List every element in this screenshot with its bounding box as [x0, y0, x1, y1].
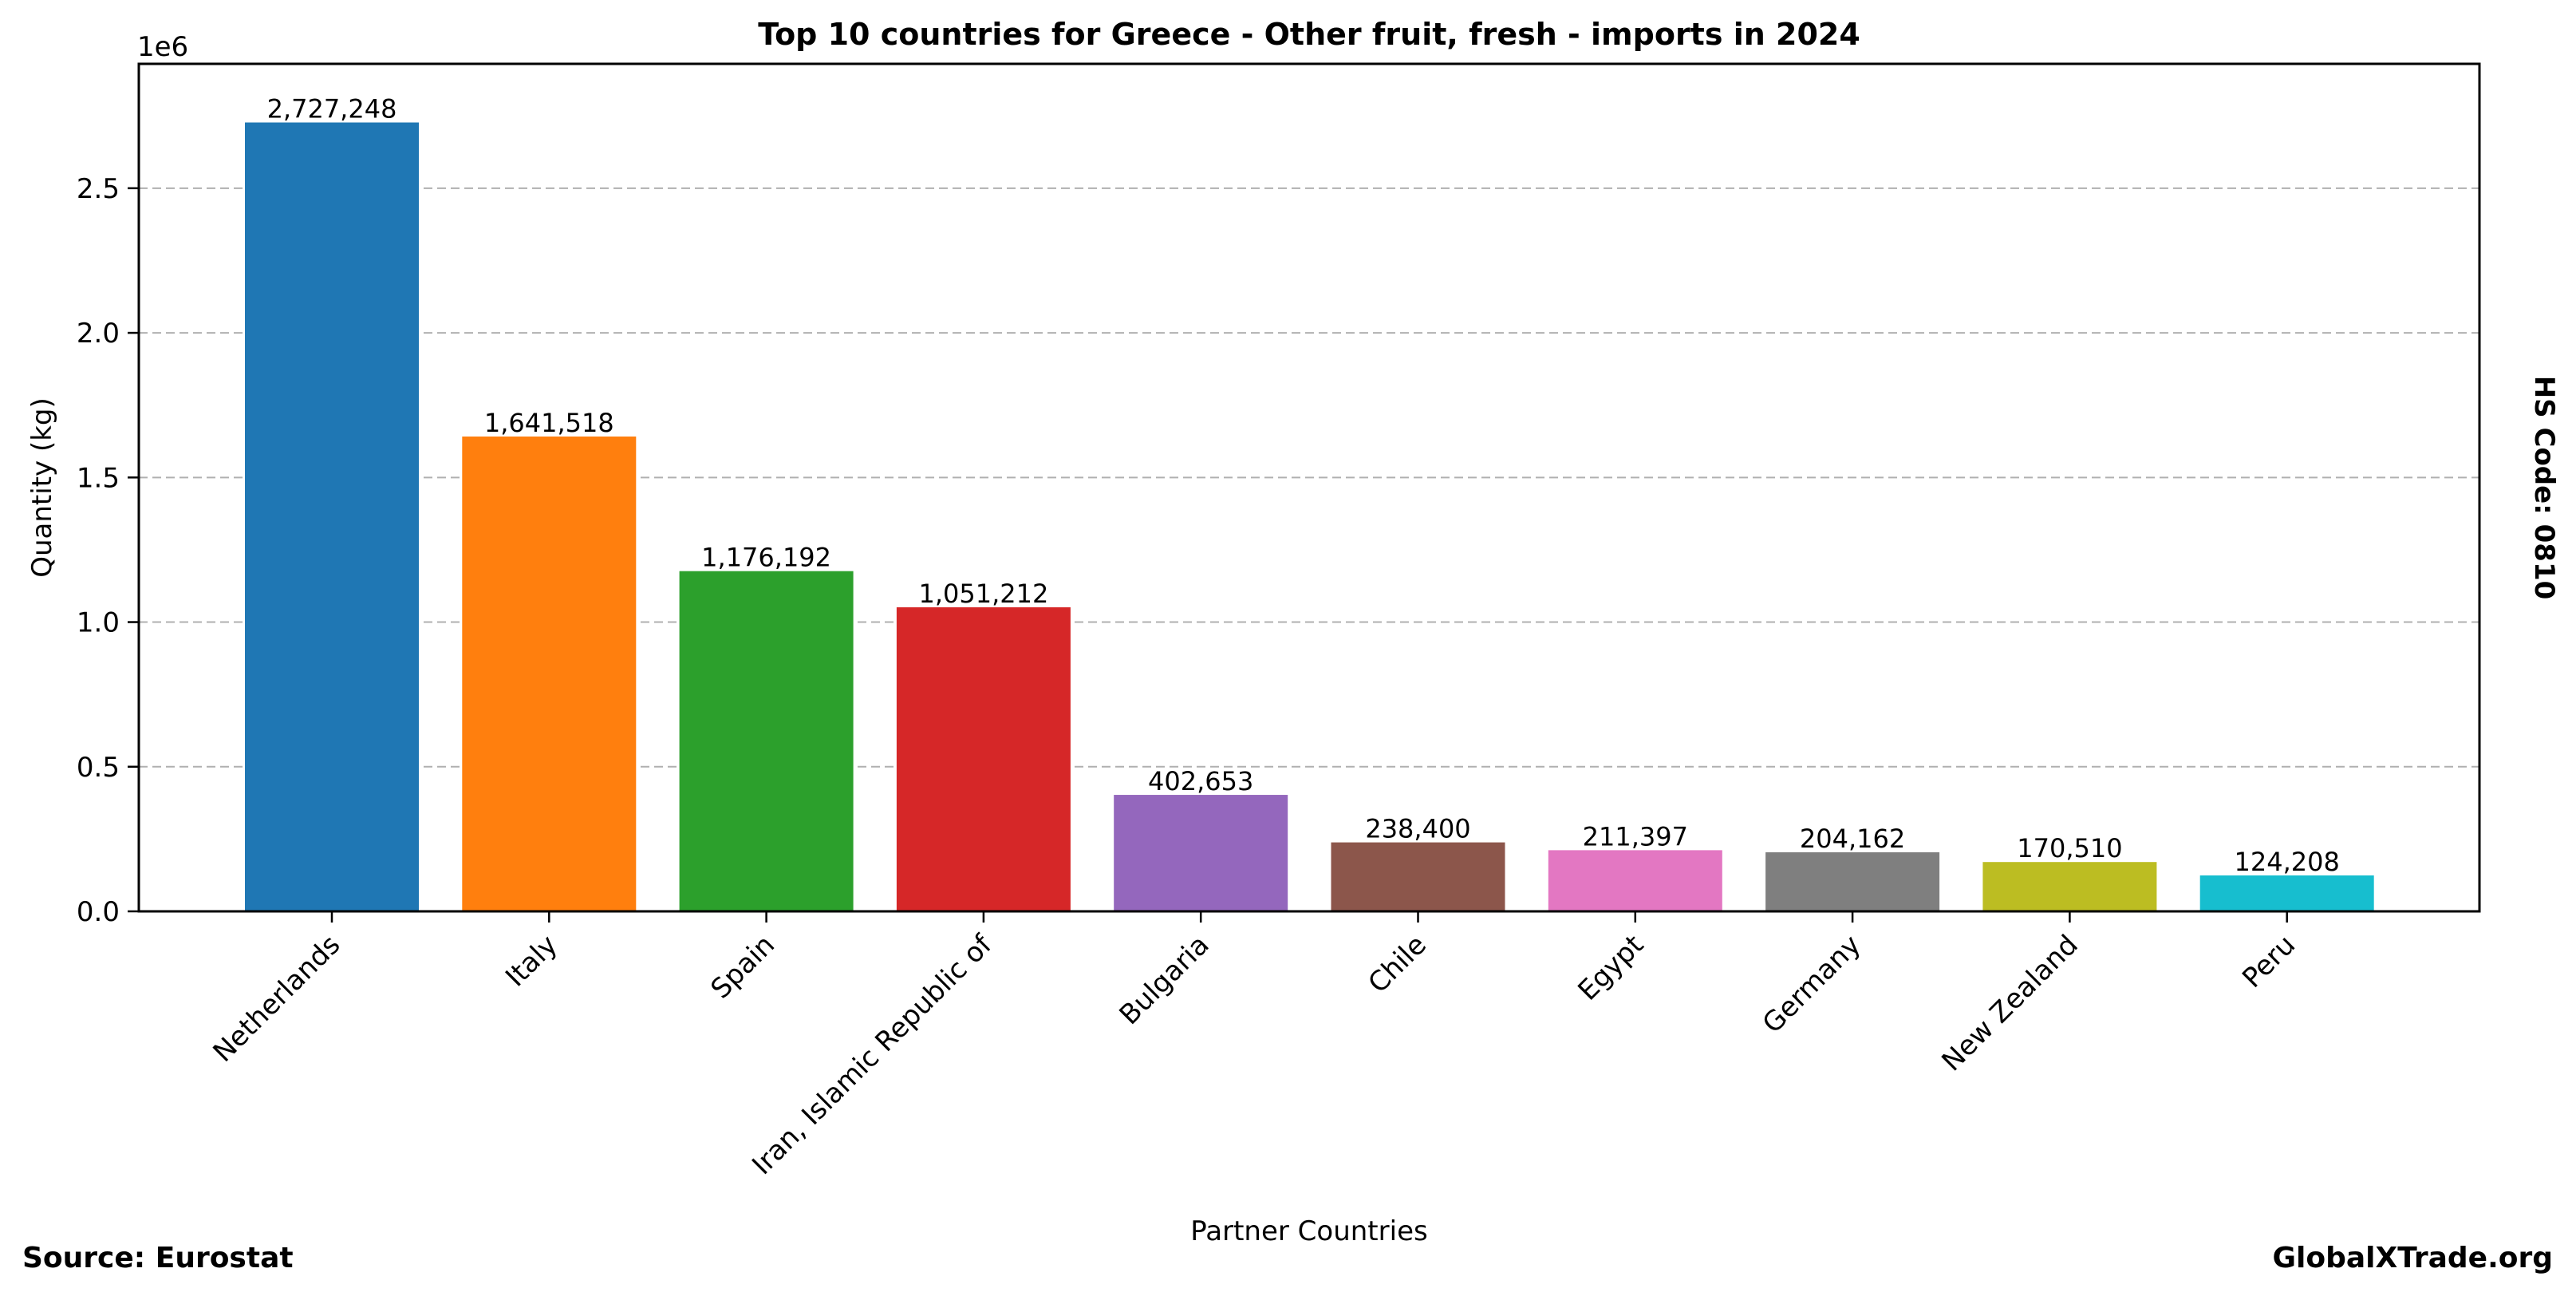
y-axis: 0.0 0.5 1.0 1.5 2.0 2.5	[77, 173, 139, 928]
chart-title: Top 10 countries for Greece - Other frui…	[758, 17, 1860, 52]
y-tick-label: 0.5	[77, 752, 120, 784]
y-axis-label: Quantity (kg)	[26, 397, 58, 578]
x-tick-label: Italy	[499, 929, 563, 993]
bar-value-label: 1,051,212	[918, 579, 1048, 609]
bars	[245, 122, 2374, 911]
bar-value-label: 402,653	[1148, 766, 1253, 796]
bar-value-label: 211,397	[1583, 821, 1688, 851]
bar-value-label: 1,176,192	[701, 543, 831, 573]
bar	[679, 571, 854, 911]
x-tick-label: Germany	[1757, 929, 1868, 1040]
bar	[1114, 795, 1288, 911]
x-tick-label: Egypt	[1572, 929, 1651, 1007]
x-tick-label: New Zealand	[1935, 929, 2084, 1077]
y-tick-label: 0.0	[77, 896, 120, 928]
source-label: Source: Eurostat	[22, 1242, 294, 1274]
y-tick-label: 1.0	[77, 607, 120, 639]
bar	[1982, 862, 2157, 911]
x-axis-label: Partner Countries	[1190, 1215, 1427, 1247]
y-tick-label: 1.5	[77, 462, 120, 494]
bar-value-label: 124,208	[2235, 847, 2340, 877]
bar	[1331, 842, 1505, 911]
bar-value-label: 2,727,248	[267, 93, 397, 124]
x-tick-label: Netherlands	[207, 929, 347, 1069]
y-scale-label: 1e6	[137, 31, 188, 63]
bar-value-label: 238,400	[1365, 814, 1470, 844]
grid-lines	[139, 187, 2479, 768]
value-labels: 2,727,248 1,641,518 1,176,192 1,051,212 402,…	[267, 93, 2340, 876]
x-tick-label: Bulgaria	[1114, 929, 1216, 1031]
x-tick-label: Peru	[2236, 929, 2302, 994]
hs-code-label: HS Code: 0810	[2528, 376, 2560, 600]
bar-value-label: 204,162	[1800, 824, 1905, 854]
plot-frame	[137, 62, 2481, 913]
x-tick-label: Chile	[1362, 929, 1432, 999]
y-tick-label: 2.0	[77, 318, 120, 350]
bar	[1765, 852, 1940, 911]
bar-value-label: 1,641,518	[484, 408, 614, 438]
bar	[462, 437, 637, 911]
x-tick-label: Spain	[705, 929, 781, 1005]
x-tick-label: Iran, Islamic Republic of	[746, 928, 999, 1181]
bar	[245, 122, 419, 911]
bar-value-label: 170,510	[2017, 833, 2122, 863]
bar	[1548, 850, 1722, 911]
bar	[2199, 875, 2374, 911]
brand-label: GlobalXTrade.org	[2272, 1242, 2553, 1274]
y-tick-label: 2.5	[77, 173, 120, 205]
bar	[896, 607, 1071, 911]
